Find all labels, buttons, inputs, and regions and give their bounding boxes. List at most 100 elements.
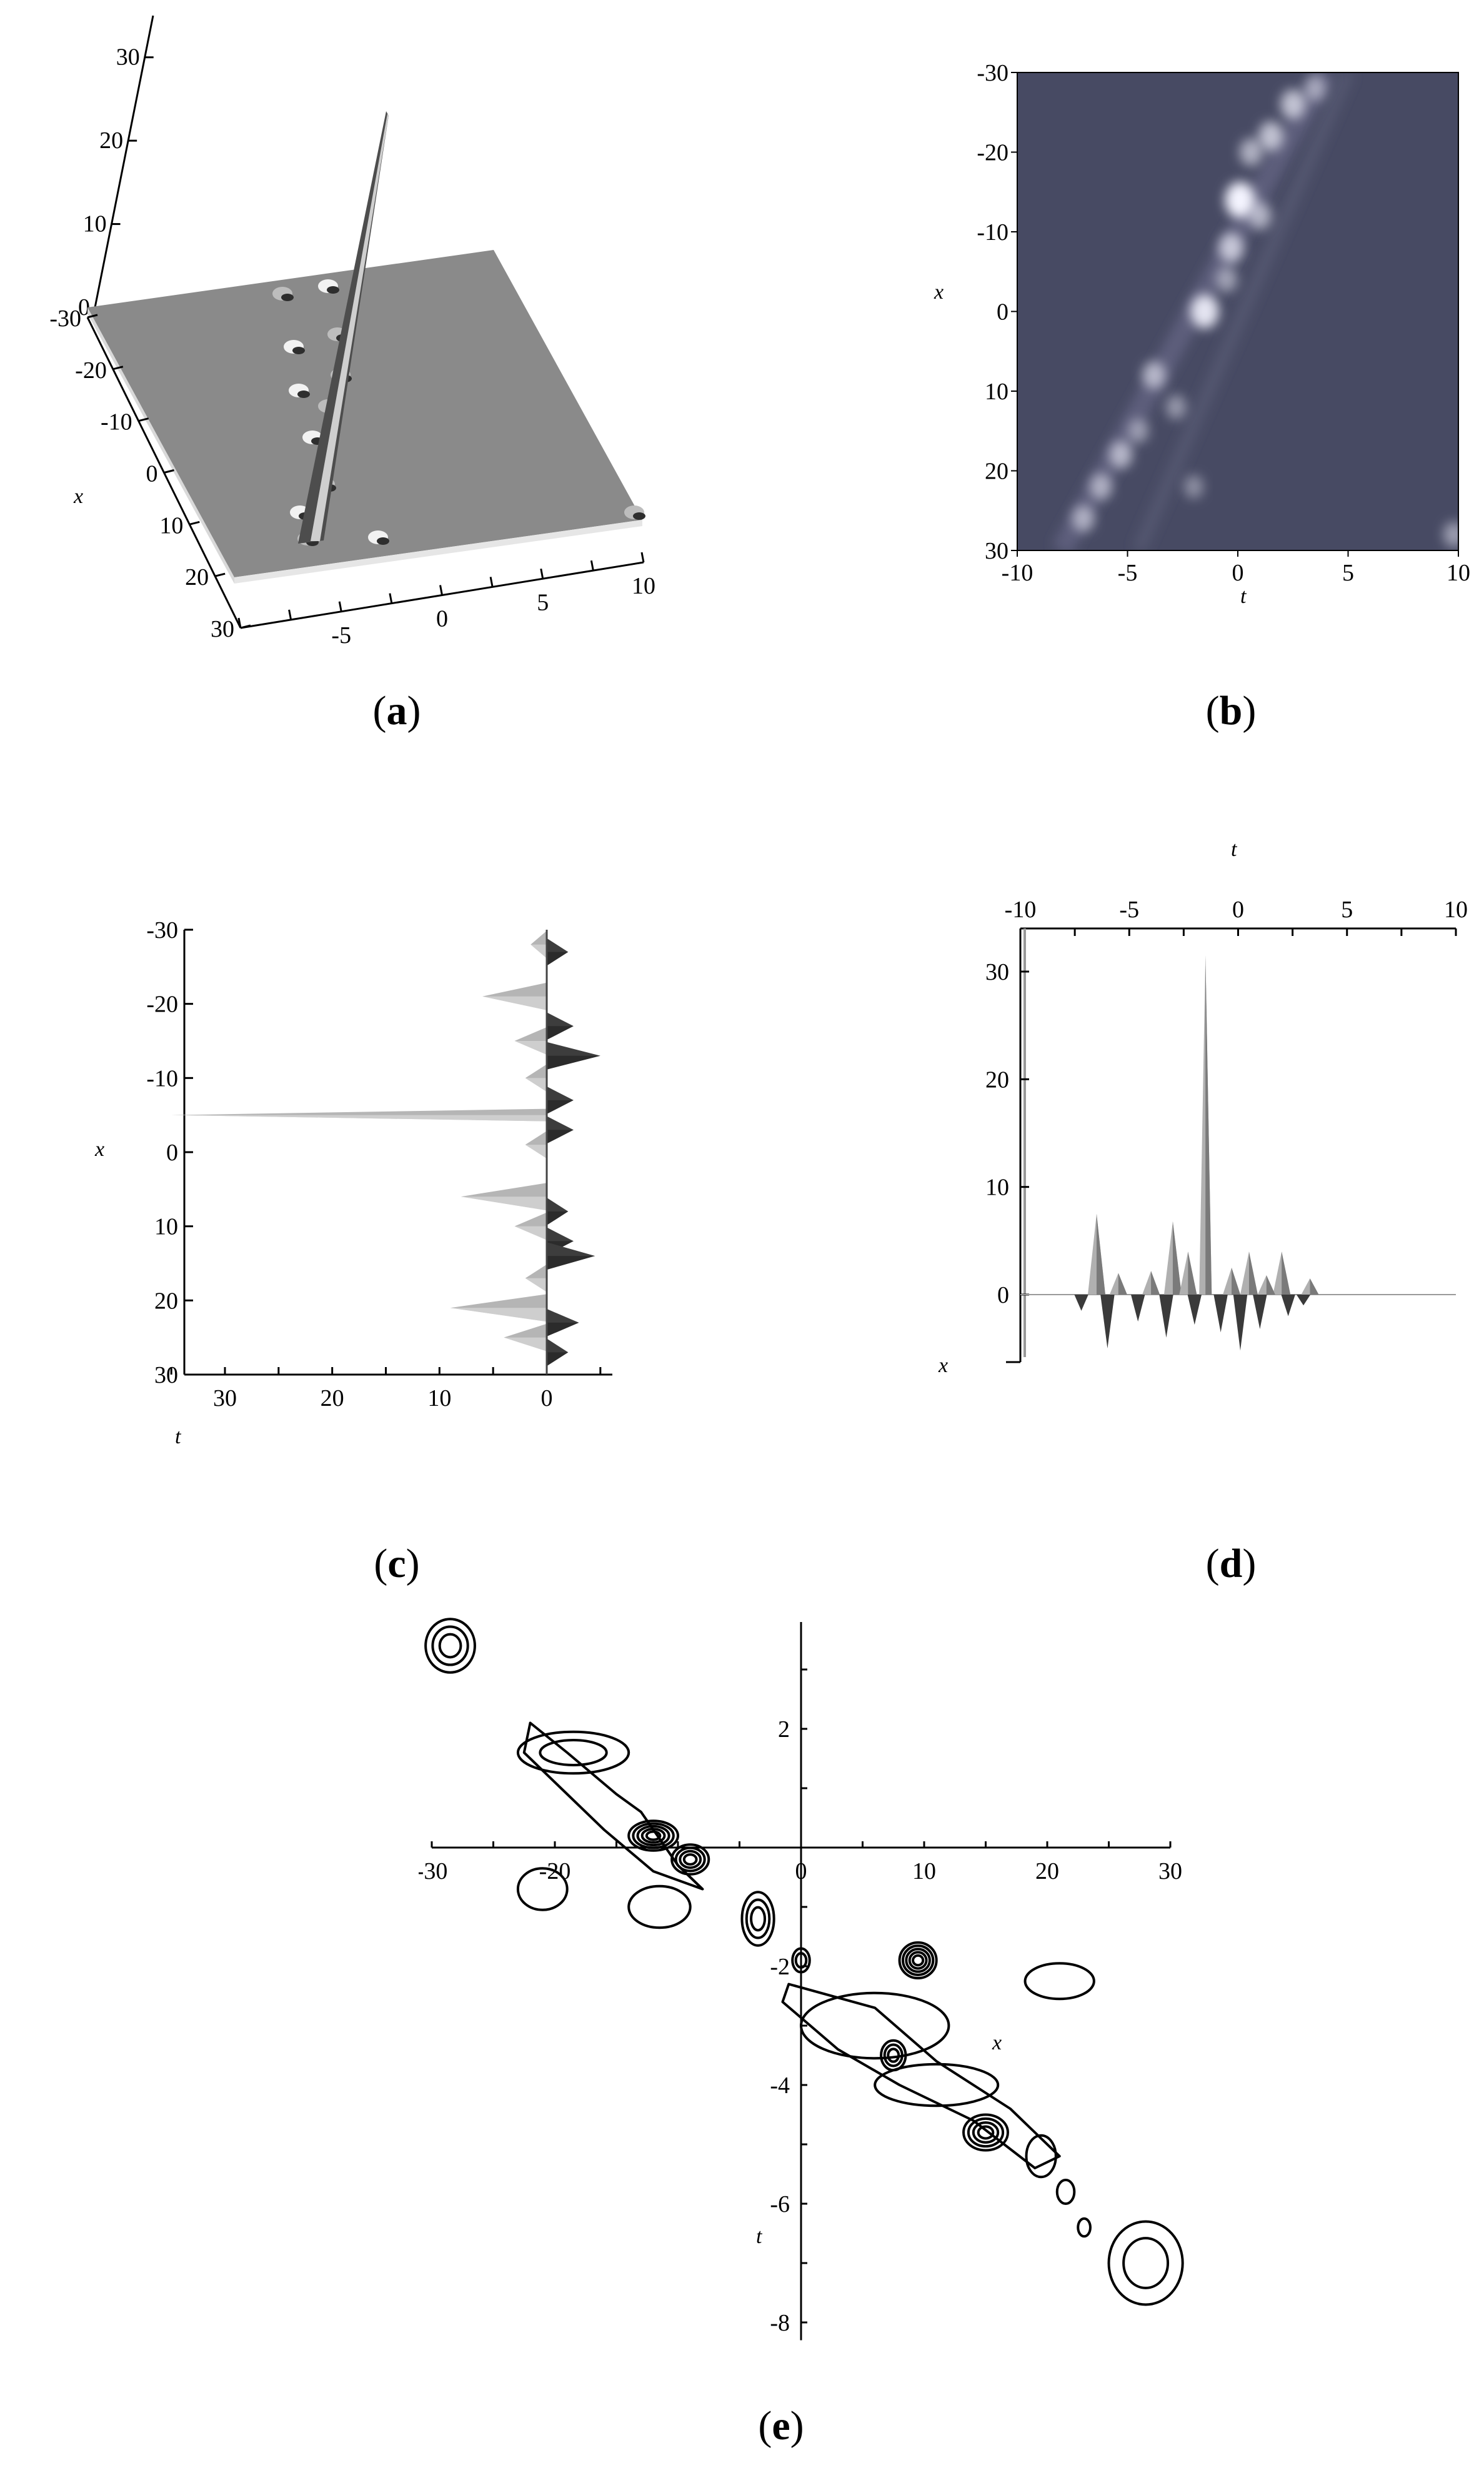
- soliton-ridge: [298, 111, 389, 544]
- axis-label-x: x: [992, 2031, 1002, 2054]
- contour-line: [640, 1828, 666, 1844]
- spike-shade: [547, 1256, 595, 1270]
- x-tick-label: -10: [1002, 560, 1033, 586]
- contour-line: [740, 1891, 775, 1947]
- y-tick-label: 10: [985, 379, 1008, 405]
- x-tick-label: 10: [159, 512, 183, 539]
- t-tick-mark: [338, 601, 342, 612]
- spike-shade: [525, 1278, 547, 1292]
- x-tick-label: -10: [101, 409, 132, 435]
- spike-shade: [547, 952, 569, 966]
- t-tick-label: -5: [331, 622, 351, 649]
- spike-shade: [1096, 1213, 1105, 1295]
- spike-shade: [450, 1308, 547, 1322]
- contour-line: [901, 1944, 935, 1976]
- spike: [1130, 1295, 1145, 1322]
- y-tick-label: 30: [985, 538, 1008, 564]
- contour-line: [627, 1884, 692, 1929]
- x-tick-label: 30: [1158, 1858, 1182, 1884]
- t-tick-label: -4: [770, 2072, 790, 2099]
- spike: [1074, 1295, 1088, 1311]
- contour-line: [887, 2048, 900, 2063]
- density-peak: [1165, 394, 1187, 420]
- axis-label-t: t: [1240, 585, 1247, 608]
- z-tick-label: 20: [99, 127, 123, 154]
- x-tick-label: 5: [1341, 897, 1353, 923]
- x-tick-label: 30: [213, 1385, 237, 1411]
- contour-line: [745, 1898, 771, 1939]
- y-tick-label: -10: [977, 219, 1008, 246]
- t-tick-label: 2: [778, 1716, 790, 1743]
- spike: [1253, 1295, 1267, 1330]
- x-tick-mark: [240, 624, 251, 629]
- spike-shade: [1172, 1221, 1182, 1295]
- y-tick-label: -30: [977, 60, 1008, 86]
- x-tick-mark: [87, 314, 98, 319]
- spike-shade: [514, 1226, 547, 1240]
- y-tick-label: 20: [985, 1067, 1009, 1093]
- t-tick-label: -6: [770, 2191, 790, 2217]
- axis-label-t: t: [175, 1425, 182, 1448]
- contour-line: [800, 1991, 950, 2060]
- surface-plane: [87, 250, 642, 577]
- x-tick-label: 20: [321, 1385, 344, 1411]
- side-view-d-svg: -10 -5 0 5 10 30 20 10 0 t x: [938, 838, 1468, 1377]
- x-tick-label: -30: [419, 1858, 447, 1884]
- x-tick-label: 0: [795, 1858, 807, 1884]
- t-tick-label: -2: [770, 1954, 790, 1980]
- spike-shade: [1118, 1273, 1127, 1295]
- t-tick-label: 0: [436, 606, 448, 632]
- y-tick-label: -10: [146, 1065, 178, 1092]
- x-tick-mark: [189, 520, 200, 525]
- z-tick-label: 10: [83, 211, 107, 237]
- contour-line: [1055, 2179, 1076, 2205]
- contour-line: [883, 2043, 904, 2067]
- spike: [1187, 1295, 1202, 1325]
- spike-shade: [1282, 1251, 1291, 1295]
- x-tick-label: 10: [1444, 897, 1468, 923]
- panel-a-surface-plot: 30 20 10 0 -30 -20 -10 0 10 20 30 -5 0 5 10 x: [0, 0, 675, 675]
- contour-line: [898, 1941, 938, 1979]
- contour-line: [679, 1849, 702, 1869]
- x-tick-mark: [112, 366, 124, 371]
- density-peak: [1128, 419, 1149, 444]
- spike-shade: [514, 1041, 547, 1055]
- x-tick-label: -10: [1005, 897, 1037, 923]
- t-tick-mark: [590, 560, 594, 571]
- t-tick-mark: [237, 617, 242, 629]
- x-tick-label: 0: [541, 1385, 553, 1411]
- x-tick-label: 0: [1232, 560, 1244, 586]
- contour-line: [438, 1633, 462, 1659]
- contour-line: [972, 2121, 1000, 2144]
- density-peak: [1225, 182, 1255, 218]
- panel-e-contour-plot: -30 -20 0 10 20 30 2 -2 -4 -6 -8 x t: [419, 1600, 1218, 2374]
- spike-shade: [547, 1352, 569, 1366]
- spike-shade: [530, 944, 547, 958]
- contour-line: [1107, 2220, 1184, 2306]
- t-tick-mark: [389, 593, 393, 604]
- spike: [1296, 1295, 1311, 1306]
- contour-line: [908, 1951, 928, 1970]
- side-view-c-svg: -30 -20 -10 0 10 20 30 30 20 10 0 x t: [94, 917, 612, 1448]
- x-tick-mark: [214, 572, 226, 577]
- y-tick-label: 0: [166, 1140, 178, 1166]
- density-peak: [1248, 202, 1272, 230]
- contour-line: [794, 1952, 808, 1969]
- caption-a: (a): [372, 688, 421, 734]
- spike-shade: [547, 1211, 569, 1225]
- density-peak: [1304, 76, 1326, 101]
- spike-shade: [547, 1055, 600, 1070]
- y-tick-label: 0: [997, 1282, 1009, 1308]
- spike-shade: [1266, 1275, 1275, 1295]
- contour-line: [516, 1730, 630, 1775]
- axis-label-x: x: [934, 281, 944, 304]
- panel-d-side-view: -10 -5 0 5 10 30 20 10 0 t x: [887, 837, 1484, 1387]
- spike-shade: [482, 996, 547, 1010]
- axis-label-x: x: [73, 485, 83, 508]
- spike-shade: [1232, 1267, 1241, 1295]
- t-tick-mark: [288, 609, 292, 620]
- contour-line: [627, 1819, 680, 1852]
- contour-line: [516, 1867, 569, 1911]
- y-tick-label: 30: [985, 959, 1009, 985]
